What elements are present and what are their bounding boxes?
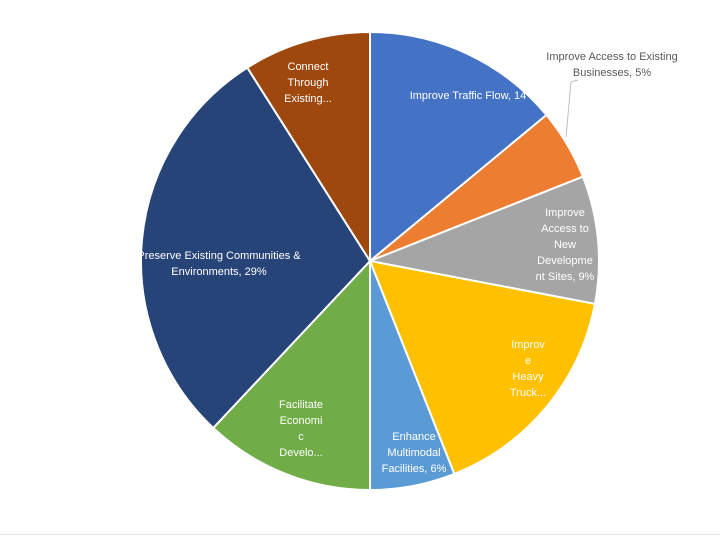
data-label-line: Facilities, 6% <box>382 463 447 475</box>
data-label-3: Improv e Heavy Truck... <box>510 339 546 399</box>
pie-slice-5 <box>211 258 371 492</box>
data-label-line: Improve Access to Existing <box>546 51 677 63</box>
data-label-line: Preserve Existing Communities & <box>137 250 301 262</box>
data-label-6: Preserve Existing Communities & Environme… <box>137 250 301 278</box>
data-label-1: Improve Access to Existing Businesses, 5% <box>546 51 677 79</box>
data-label-line: Develo... <box>279 447 322 459</box>
data-label-line: Connect <box>288 61 329 73</box>
data-label-line: Improve <box>545 207 585 219</box>
data-label-line: e <box>525 355 531 367</box>
data-label-7: Connect Through Existing... <box>284 61 332 105</box>
data-label-line: Access to <box>541 223 589 235</box>
pie-slices <box>140 30 600 492</box>
data-label-line: Improv <box>511 339 545 351</box>
data-label-line: Businesses, 5% <box>573 67 651 79</box>
data-label-2: Improve Access to New Developme nt Sites, 9% <box>536 207 595 283</box>
data-label-line: nt Sites, 9% <box>536 271 595 283</box>
data-label-5: Facilitate Economi c Develo... <box>279 399 323 459</box>
data-label-line: Through <box>288 77 329 89</box>
label-leader-line <box>565 79 579 138</box>
data-label-line: Truck... <box>510 387 546 399</box>
data-label-line: Existing... <box>284 93 332 105</box>
data-label-line: Heavy <box>512 371 544 383</box>
pie-slice-2 <box>366 175 600 306</box>
data-label-line: c <box>298 431 304 443</box>
data-label-line: New <box>554 239 576 251</box>
pie-slice-3 <box>368 259 597 476</box>
pie-slice-7 <box>245 30 371 265</box>
data-label-4: Enhance Multimodal Facilities, 6% <box>382 431 447 475</box>
pie-slice-0 <box>369 30 548 264</box>
data-label-line: Facilitate <box>279 399 323 411</box>
data-label-line: Developme <box>537 255 593 267</box>
data-label-line: Environments, 29% <box>171 266 267 278</box>
data-label-0: Improve Traffic Flow, 14 <box>410 90 527 102</box>
data-label-line: Improve Traffic Flow, 14 <box>410 90 527 102</box>
data-label-line: Enhance <box>392 431 435 443</box>
data-label-line: Economi <box>280 415 323 427</box>
data-label-line: Multimodal <box>387 447 440 459</box>
bottom-divider <box>0 534 720 535</box>
pie-slice-6 <box>140 66 372 430</box>
